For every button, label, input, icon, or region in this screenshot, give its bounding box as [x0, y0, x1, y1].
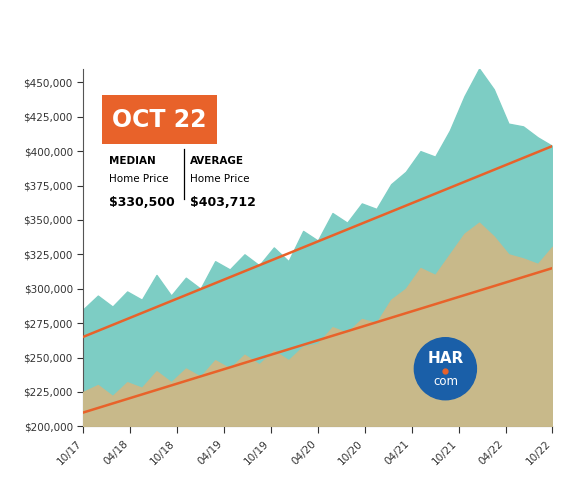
Text: com: com	[433, 375, 458, 388]
Text: SINGLE FAMILY:: SINGLE FAMILY:	[22, 21, 178, 38]
Text: MEDIAN: MEDIAN	[109, 156, 156, 166]
Text: Home Price: Home Price	[190, 174, 250, 184]
Text: AVERAGE: AVERAGE	[190, 156, 244, 166]
Text: $403,712: $403,712	[190, 196, 256, 209]
Text: Average & Median Home Prices: Average & Median Home Prices	[233, 21, 500, 38]
FancyBboxPatch shape	[102, 96, 217, 144]
Text: Home Price: Home Price	[109, 174, 169, 184]
Circle shape	[414, 338, 477, 400]
Text: $330,500: $330,500	[109, 196, 175, 209]
Text: OCT 22: OCT 22	[112, 108, 207, 132]
Text: HAR: HAR	[427, 351, 464, 366]
